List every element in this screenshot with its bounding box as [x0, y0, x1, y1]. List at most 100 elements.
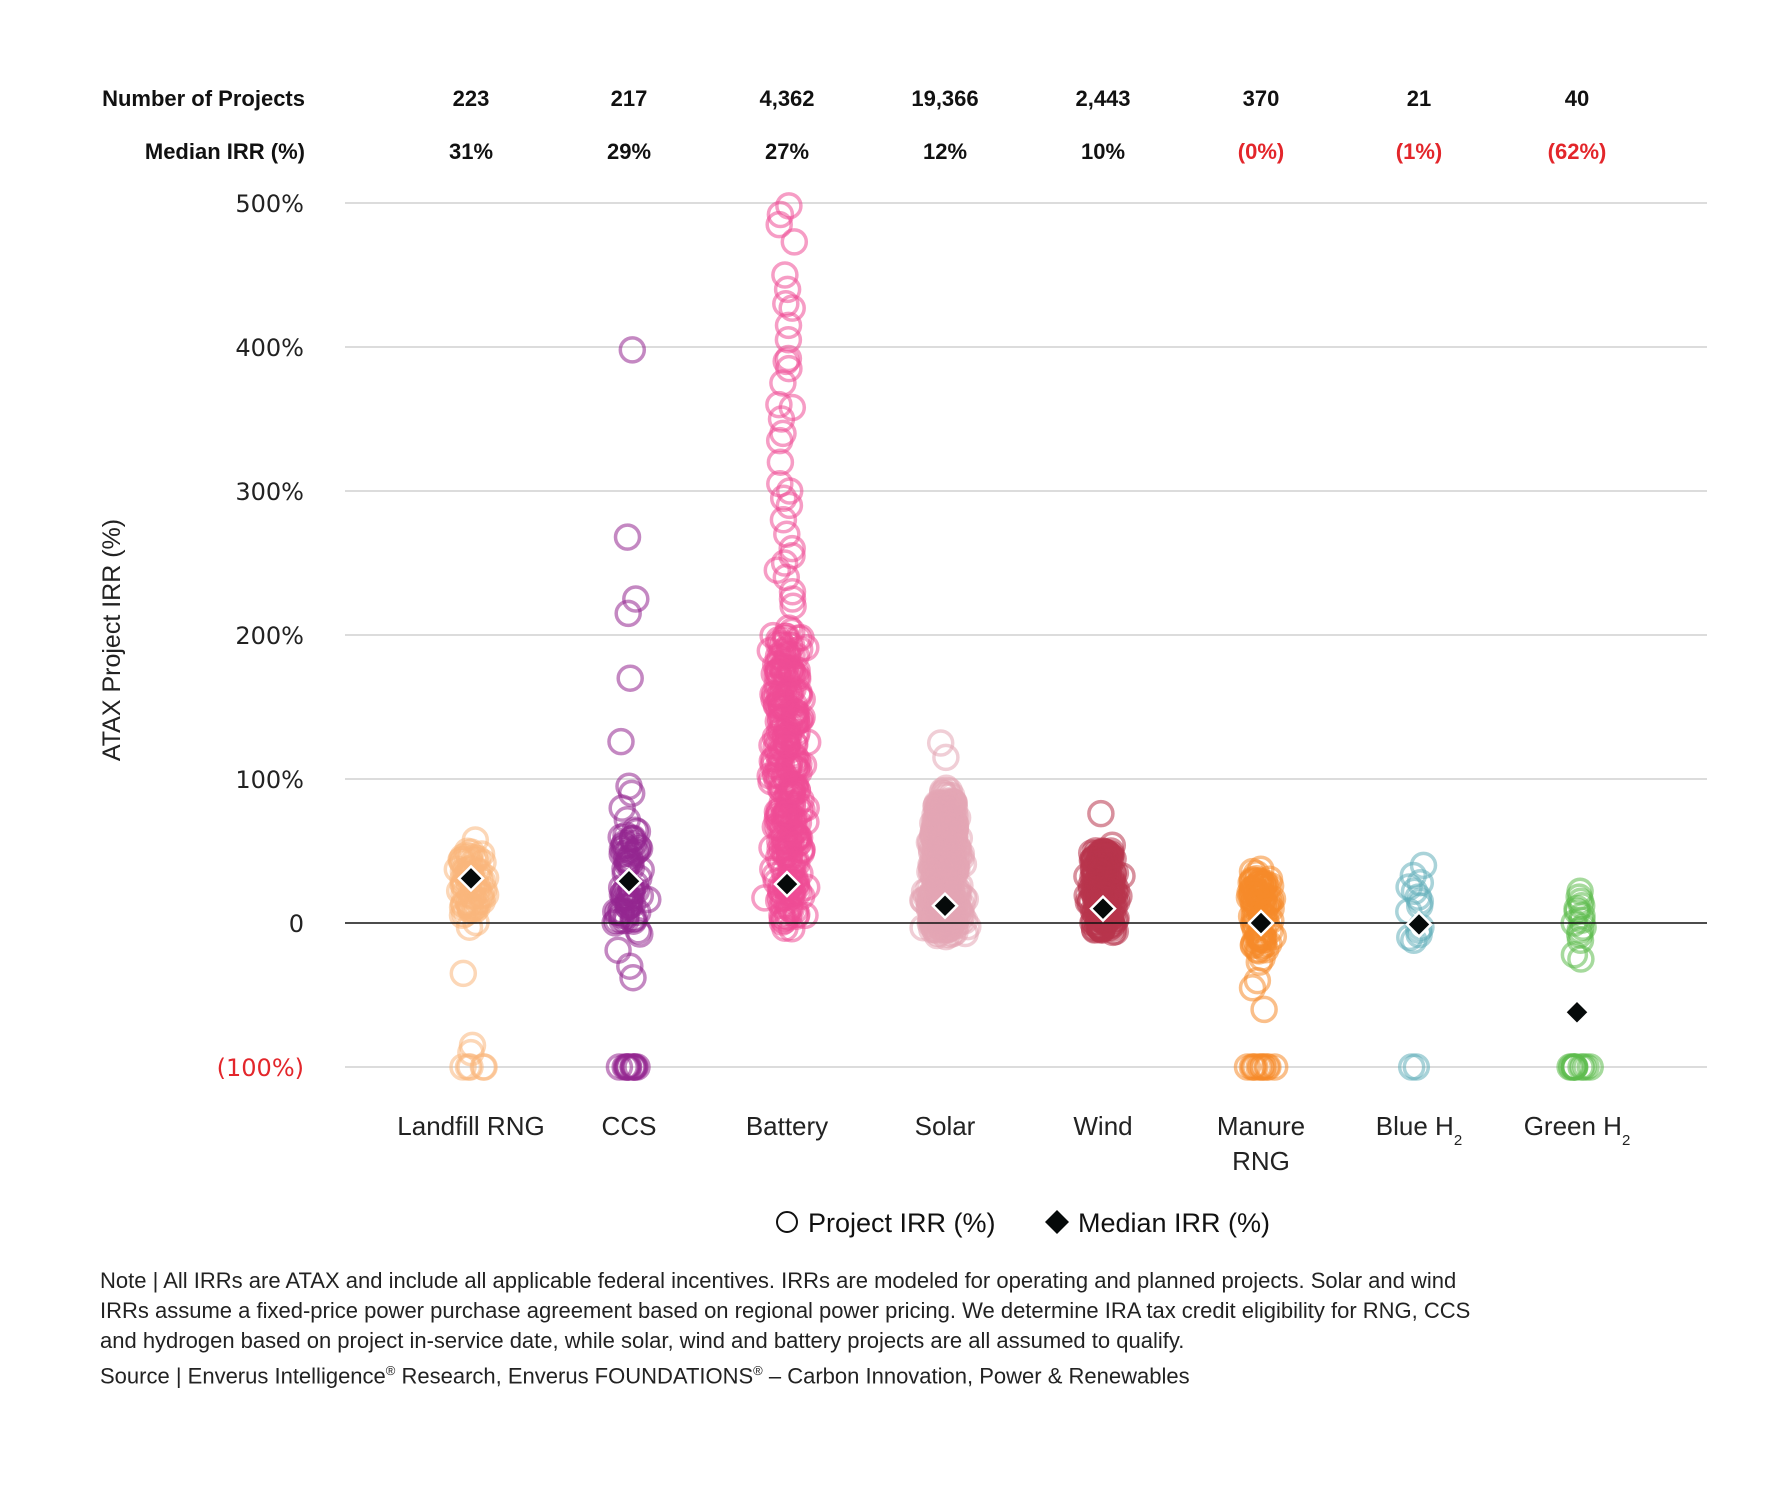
gridlines	[345, 202, 1707, 1068]
project-point	[607, 727, 635, 756]
median-marker	[1405, 910, 1433, 939]
header-label-median-irr: Median IRR (%)	[145, 139, 305, 164]
project-point	[604, 936, 632, 964]
x-category-label-line2: RNG	[1232, 1146, 1290, 1176]
project-point	[1238, 857, 1267, 886]
project-point	[765, 390, 793, 419]
project-point	[614, 599, 642, 628]
project-point	[461, 826, 490, 854]
project-point	[449, 1053, 477, 1081]
project-point	[614, 1053, 643, 1081]
series-battery	[751, 192, 822, 943]
irr-strip-chart: Number of Projects Median IRR (%) 500% 40…	[98, 86, 1707, 1238]
project-point	[1566, 926, 1595, 955]
y-tick-label: 100%	[235, 766, 304, 794]
filled-diamond-icon	[1045, 1210, 1069, 1234]
series-green-h2	[1556, 877, 1604, 1081]
project-point	[922, 844, 951, 873]
project-point	[1560, 940, 1589, 969]
y-tick-label: 200%	[235, 622, 304, 650]
project-point	[769, 484, 798, 512]
project-point	[1572, 1053, 1600, 1081]
project-point	[1239, 930, 1268, 959]
project-point	[623, 1053, 651, 1081]
median-marker	[773, 870, 801, 898]
note-text: Note | All IRRs are ATAX and include all…	[100, 1268, 1471, 1353]
project-point	[765, 426, 794, 455]
project-point	[778, 578, 807, 606]
project-point	[758, 731, 786, 759]
project-count-value: 21	[1407, 86, 1431, 111]
project-point	[780, 690, 808, 719]
project-point	[617, 779, 646, 808]
project-point	[769, 506, 798, 534]
series-manure	[1233, 855, 1289, 1081]
project-point	[770, 762, 799, 790]
project-point	[619, 963, 647, 992]
project-point	[766, 448, 795, 476]
project-point	[932, 743, 960, 772]
source-text: Source | Enverus Intelligence® Research,…	[100, 1363, 1190, 1389]
project-point	[936, 790, 965, 819]
project-point	[622, 585, 650, 613]
legend-label-median-irr: Median IRR (%)	[1078, 1208, 1270, 1238]
median-markers	[457, 864, 1591, 1027]
y-tick-label: 400%	[235, 334, 304, 362]
y-tick-label: (100%)	[217, 1054, 304, 1082]
project-point	[766, 808, 794, 837]
median-irr-value: 27%	[765, 139, 809, 164]
project-point	[778, 771, 806, 799]
x-category-label: Solar	[915, 1111, 976, 1141]
project-count-value: 370	[1243, 86, 1280, 111]
footnote: Note | All IRRs are ATAX and include all…	[100, 1266, 1500, 1391]
project-point	[470, 1053, 498, 1081]
y-axis-ticks: 500% 400% 300% 200% 100% 0 (100%)	[217, 190, 304, 1082]
median-marker	[931, 891, 959, 920]
project-point	[778, 534, 806, 563]
project-count-value: 2,443	[1075, 86, 1130, 111]
project-point	[1243, 966, 1272, 995]
median-marker	[1563, 998, 1591, 1027]
project-point	[793, 728, 822, 756]
project-point	[616, 664, 644, 692]
x-category-label: Green H2	[1524, 1111, 1631, 1149]
x-category-label: Battery	[746, 1111, 828, 1141]
project-points	[443, 192, 1604, 1081]
x-category-label: Wind	[1073, 1111, 1132, 1141]
median-irr-value: (1%)	[1396, 139, 1442, 164]
project-point	[763, 556, 792, 584]
project-point	[1246, 1053, 1275, 1081]
project-point	[456, 1053, 484, 1081]
series-blue-h2	[1395, 851, 1438, 1081]
project-point	[932, 806, 960, 835]
project-point	[775, 477, 804, 505]
y-axis-label: ATAX Project IRR (%)	[98, 519, 126, 761]
project-count-value: 217	[611, 86, 648, 111]
x-category-label: Manure	[1217, 1111, 1305, 1141]
project-count-value: 19,366	[911, 86, 978, 111]
project-point	[1402, 1053, 1431, 1081]
project-point	[936, 812, 965, 841]
project-point	[770, 549, 799, 577]
project-point	[1097, 837, 1125, 865]
project-point	[771, 261, 799, 289]
y-tick-label: 500%	[235, 190, 304, 218]
project-point	[1240, 874, 1269, 902]
project-point	[619, 824, 647, 852]
y-tick-label: 300%	[235, 478, 304, 506]
project-point	[774, 835, 803, 863]
project-point	[772, 904, 800, 932]
project-point	[773, 275, 802, 304]
median-marker	[457, 864, 485, 893]
project-point	[765, 210, 793, 239]
project-point	[1254, 1053, 1282, 1081]
project-point	[780, 807, 808, 836]
project-point	[766, 200, 795, 229]
project-point	[1250, 995, 1278, 1024]
project-point	[1238, 974, 1267, 1002]
project-point	[772, 290, 800, 318]
project-point	[1087, 799, 1115, 828]
project-point	[940, 912, 969, 940]
x-category-label: Blue H2	[1376, 1111, 1462, 1149]
median-irr-value: 12%	[923, 139, 967, 164]
